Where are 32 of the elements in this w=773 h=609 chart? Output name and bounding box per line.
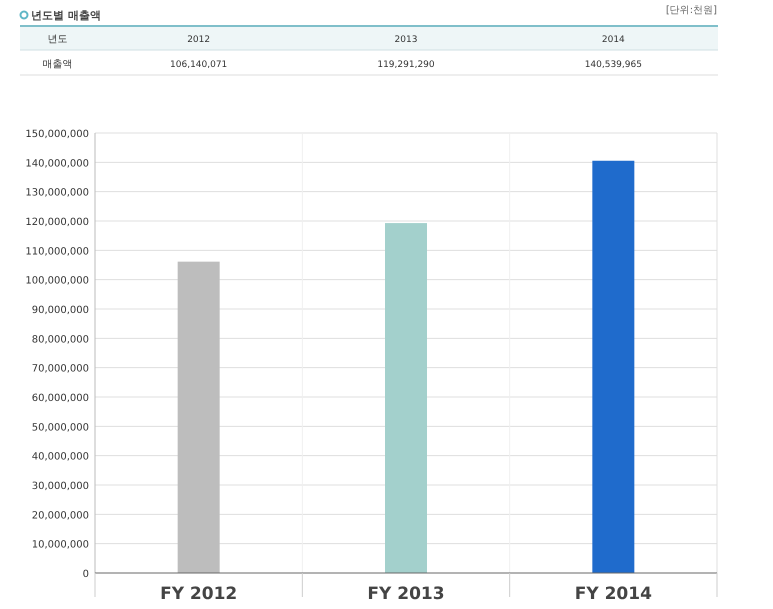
y-tick-label: 130,000,000 bbox=[25, 188, 89, 199]
y-tick-label: 30,000,000 bbox=[32, 481, 89, 492]
y-tick-label: 60,000,000 bbox=[32, 393, 89, 404]
data-label: 106,140,071 bbox=[170, 60, 228, 70]
y-tick-label: 150,000,000 bbox=[25, 129, 89, 140]
y-tick-label: 80,000,000 bbox=[32, 334, 89, 346]
data-label: 119,291,290 bbox=[377, 60, 435, 70]
text: 매출액 bbox=[42, 59, 72, 70]
y-tick-label: 120,000,000 bbox=[25, 217, 89, 228]
text: 2014 bbox=[602, 35, 626, 45]
x-tick-label: FY 2014 bbox=[574, 584, 652, 604]
bar bbox=[385, 223, 427, 573]
y-tick-label: 100,000,000 bbox=[25, 276, 89, 287]
x-tick-label: FY 2013 bbox=[367, 584, 445, 604]
text: [단위:천원] bbox=[666, 5, 718, 16]
y-tick-label: 10,000,000 bbox=[32, 540, 89, 551]
chart-title: 년도별 매출액 bbox=[31, 9, 101, 22]
y-tick-label: 90,000,000 bbox=[32, 305, 89, 316]
y-tick-label: 140,000,000 bbox=[25, 158, 89, 170]
y-tick-label: 70,000,000 bbox=[32, 364, 89, 375]
y-tick-label: 20,000,000 bbox=[32, 510, 89, 522]
data-label: 140,539,965 bbox=[584, 60, 642, 70]
bar bbox=[592, 160, 634, 573]
bar bbox=[178, 262, 220, 573]
y-tick-label: 0 bbox=[82, 569, 89, 580]
text: 2013 bbox=[394, 35, 418, 45]
y-tick-label: 50,000,000 bbox=[32, 422, 89, 434]
y-tick-label: 40,000,000 bbox=[32, 452, 89, 463]
x-tick-label: FY 2012 bbox=[160, 584, 238, 604]
text: 년도 bbox=[48, 34, 68, 45]
y-tick-label: 110,000,000 bbox=[25, 246, 89, 258]
text: 2012 bbox=[187, 35, 210, 45]
